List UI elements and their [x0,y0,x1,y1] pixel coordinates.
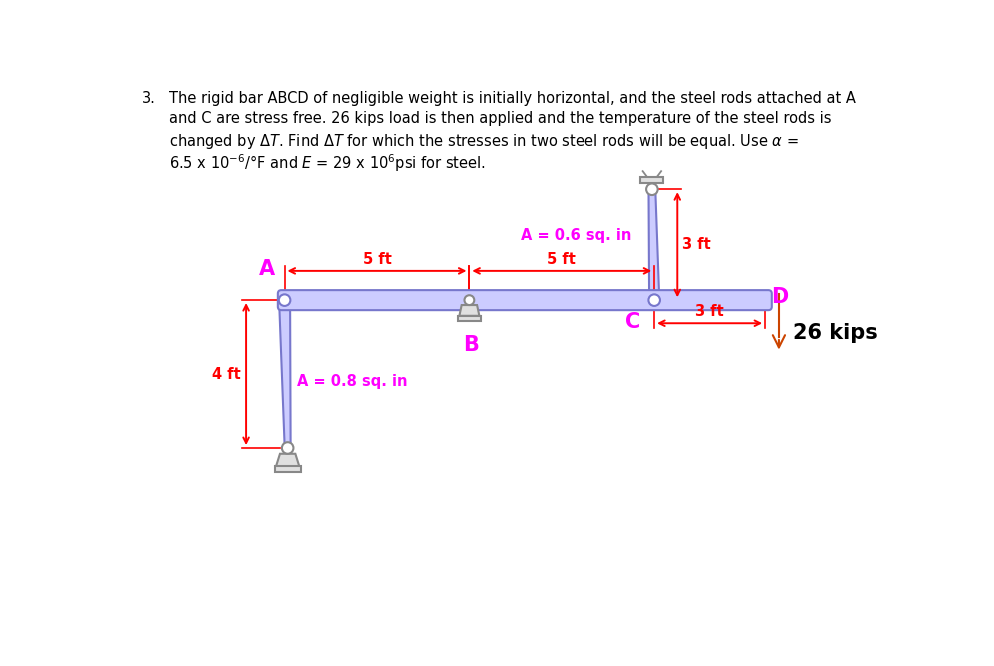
Text: C: C [625,312,640,332]
Polygon shape [459,305,479,316]
Text: 5 ft: 5 ft [363,252,392,267]
Text: The rigid bar ABCD of negligible weight is initially horizontal, and the steel r: The rigid bar ABCD of negligible weight … [169,91,856,106]
Text: A: A [259,259,275,279]
Circle shape [282,442,293,454]
FancyBboxPatch shape [278,290,771,310]
Circle shape [464,295,474,305]
Text: A = 0.6 sq. in: A = 0.6 sq. in [521,228,631,243]
Polygon shape [648,189,659,300]
Text: B: B [463,335,479,355]
Text: 5 ft: 5 ft [548,252,577,267]
Polygon shape [458,316,481,321]
Circle shape [648,294,660,306]
Text: D: D [771,287,788,307]
Text: 3 ft: 3 ft [682,237,711,252]
Circle shape [278,294,290,306]
Text: 3 ft: 3 ft [695,304,724,320]
Text: 26 kips: 26 kips [793,323,878,343]
Text: and C are stress free. 26 kips load is then applied and the temperature of the s: and C are stress free. 26 kips load is t… [169,111,832,126]
Text: 3.: 3. [142,91,156,106]
Polygon shape [279,300,290,448]
Text: changed by $\Delta T$. Find $\Delta T$ for which the stresses in two steel rods : changed by $\Delta T$. Find $\Delta T$ f… [169,131,799,151]
Text: A = 0.8 sq. in: A = 0.8 sq. in [297,374,408,389]
Polygon shape [276,454,299,466]
Text: 4 ft: 4 ft [212,366,241,382]
Polygon shape [640,177,663,184]
Circle shape [646,184,658,195]
Polygon shape [274,466,301,472]
Text: 6.5 x 10$^{-6}$/°F and $E$ = 29 x 10$^6$psi for steel.: 6.5 x 10$^{-6}$/°F and $E$ = 29 x 10$^6$… [169,152,486,174]
